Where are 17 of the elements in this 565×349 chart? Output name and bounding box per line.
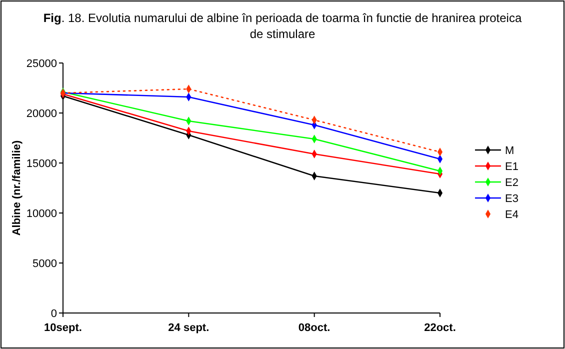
x-tick-label: 08oct. — [298, 322, 330, 334]
y-axis-title: Albine (nr./familie) — [11, 140, 23, 236]
legend-label: E3 — [505, 192, 518, 205]
x-tick-label: 22oct. — [424, 322, 456, 334]
x-tick-label: 10sept. — [44, 322, 82, 334]
y-tick-label: 5000 — [32, 258, 57, 270]
legend-label: E4 — [505, 208, 518, 221]
x-tick-label: 24 sept. — [168, 322, 210, 334]
y-tick-label: 0 — [50, 308, 57, 320]
legend-label: E2 — [505, 176, 518, 189]
y-tick-label: 25000 — [26, 58, 57, 70]
y-tick-label: 10000 — [26, 208, 57, 220]
y-tick-label: 20000 — [26, 108, 57, 120]
legend-label: E1 — [505, 160, 518, 173]
chart-title: Fig. 18. Evolutia numarului de albine în perioada de toarma în functie de hranirea proteica de stimulare — [43, 11, 522, 41]
legend-label: M — [505, 144, 514, 157]
y-tick-label: 15000 — [26, 158, 57, 170]
